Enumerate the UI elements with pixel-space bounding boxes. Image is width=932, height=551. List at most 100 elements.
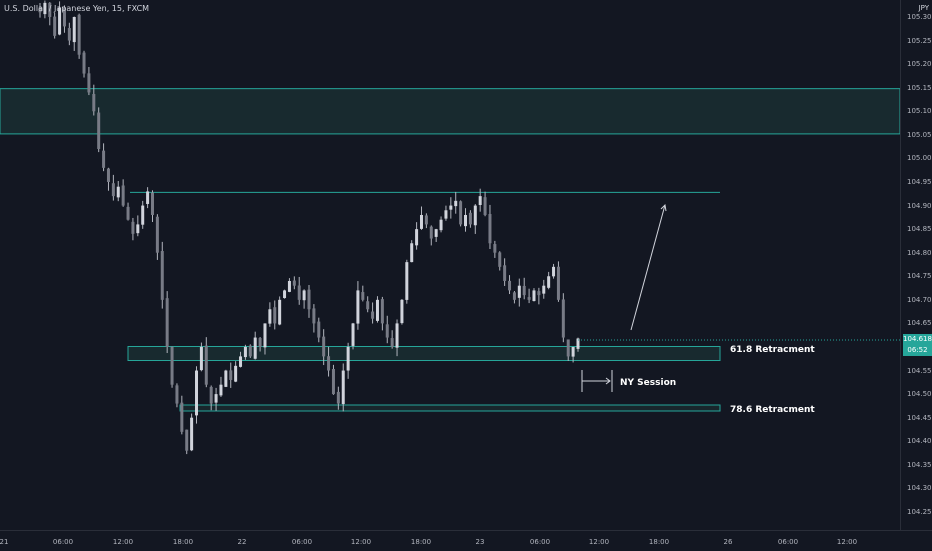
- candle-body: [58, 7, 62, 35]
- candle-body: [283, 290, 287, 299]
- price-tick: 104.900: [907, 201, 932, 210]
- candle-body: [473, 205, 477, 226]
- price-axis[interactable]: JPY 105.300 105.250 105.200 105.150 105.100 1…: [900, 0, 932, 530]
- candle-body: [209, 386, 213, 404]
- price-tick: 104.500: [907, 390, 932, 399]
- candle-body: [239, 356, 243, 367]
- candle-body: [498, 252, 502, 267]
- price-tick: 104.950: [907, 177, 932, 186]
- price-tick: 105.050: [907, 130, 932, 139]
- candle-body: [297, 285, 301, 300]
- candle-body: [556, 266, 560, 300]
- candle-body: [547, 276, 551, 288]
- projection-arrow-head: [660, 203, 667, 212]
- fib-786-zone: [179, 404, 721, 412]
- time-tick: 21: [0, 538, 9, 546]
- price-tick: 105.200: [907, 60, 932, 69]
- candle-body: [410, 243, 414, 263]
- candle-body: [146, 191, 150, 204]
- time-tick: 22: [237, 538, 247, 546]
- candle-body: [566, 339, 570, 357]
- candle-body: [62, 7, 66, 27]
- candle-body: [483, 197, 487, 215]
- candle-body: [278, 299, 282, 325]
- price-tick: 104.300: [907, 484, 932, 493]
- fib-618-label: 61.8 Retracment: [730, 345, 815, 355]
- time-tick: 12:00: [112, 538, 134, 546]
- candle-body: [346, 346, 350, 371]
- candle-body: [155, 216, 159, 253]
- candle-body: [336, 391, 340, 404]
- candle-body: [121, 185, 125, 206]
- candle-body: [522, 285, 526, 296]
- candle-body: [273, 307, 277, 324]
- candle-body: [53, 16, 57, 36]
- candle-body: [72, 17, 76, 43]
- time-tick: 18:00: [410, 538, 432, 546]
- candle-body: [87, 73, 91, 93]
- candle-body: [400, 299, 404, 324]
- candle-body: [204, 345, 208, 385]
- price-tick: 104.350: [907, 460, 932, 469]
- candle-body: [111, 183, 115, 197]
- candle-body: [449, 205, 453, 210]
- candle-body: [478, 196, 482, 205]
- candlestick-chart[interactable]: [0, 0, 900, 530]
- candle-body: [488, 214, 492, 244]
- candle-body: [380, 299, 384, 324]
- candle-body: [375, 299, 379, 321]
- candle-body: [371, 311, 375, 319]
- candle-body: [307, 289, 311, 310]
- candle-body: [199, 346, 203, 371]
- candle-body: [126, 206, 130, 220]
- candle-body: [366, 301, 370, 310]
- candle-body: [571, 346, 575, 357]
- candle-body: [292, 280, 296, 286]
- candle-body: [341, 370, 345, 405]
- candle-body: [48, 2, 52, 17]
- price-tick: 104.700: [907, 295, 932, 304]
- candle-body: [43, 2, 47, 15]
- candle-body: [136, 224, 140, 234]
- candle-body: [263, 323, 267, 348]
- time-tick: 12:00: [836, 538, 858, 546]
- current-price-badge: 104.618: [903, 334, 932, 345]
- candle-body: [405, 262, 409, 300]
- candle-body: [97, 112, 101, 149]
- time-tick: 06:00: [777, 538, 799, 546]
- candle-body: [175, 385, 179, 404]
- candle-body: [517, 285, 521, 298]
- candle-body: [331, 368, 335, 395]
- chart-area[interactable]: U.S. Dollar / Japanese Yen, 15, FXCM 61.…: [0, 0, 900, 530]
- candle-body: [268, 309, 272, 324]
- time-axis[interactable]: 21 06:00 12:00 18:00 22 06:00 12:00 18:00 23 06:0…: [0, 530, 932, 551]
- candle-body: [106, 168, 110, 182]
- candle-body: [287, 280, 291, 292]
- candle-body: [253, 337, 257, 359]
- ny-session-arrow-head: [605, 377, 611, 385]
- projection-arrow-line: [630, 204, 666, 331]
- candle-body: [165, 298, 169, 347]
- price-tick: 104.250: [907, 507, 932, 516]
- candle-body: [195, 370, 199, 416]
- time-tick: 06:00: [52, 538, 74, 546]
- candle-body: [322, 336, 326, 357]
- time-tick: 12:00: [588, 538, 610, 546]
- price-tick: 104.550: [907, 366, 932, 375]
- candle-body: [258, 338, 262, 347]
- candle-body: [92, 93, 96, 112]
- supply-zone: [0, 88, 900, 135]
- fib-786-label: 78.6 Retracment: [730, 405, 815, 415]
- price-tick: 104.450: [907, 413, 932, 422]
- candle-body: [512, 292, 516, 300]
- price-tick: 105.250: [907, 36, 932, 45]
- candle-body: [170, 346, 174, 385]
- ny-session-label: NY Session: [620, 378, 677, 388]
- candle-body: [552, 266, 556, 277]
- symbol-title: U.S. Dollar / Japanese Yen, 15, FXCM: [4, 4, 150, 13]
- time-tick: 18:00: [648, 538, 670, 546]
- candle-body: [219, 384, 223, 396]
- candle-body: [537, 291, 541, 296]
- bar-countdown-badge: 06:52: [903, 345, 932, 356]
- candle-body: [468, 212, 472, 225]
